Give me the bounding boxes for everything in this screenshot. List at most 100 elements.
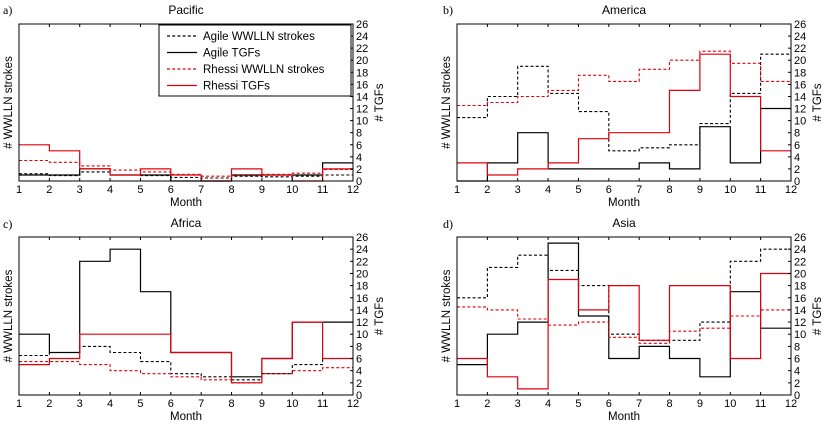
y2-tick-label: 16 — [356, 293, 368, 305]
y2-tick-label: 16 — [794, 293, 806, 305]
y2-tick-label: 24 — [356, 31, 368, 43]
y2-tick-label: 8 — [794, 128, 800, 140]
x-tick-label: 3 — [77, 398, 83, 410]
y2-tick-label: 14 — [356, 305, 368, 317]
legend-frame — [158, 24, 352, 97]
x-tick-label: 11 — [755, 398, 766, 410]
y2-tick-label: 10 — [794, 116, 806, 128]
y-axis-label-right: # TGFs — [812, 83, 824, 121]
y2-tick-label: 14 — [794, 305, 806, 317]
series-agile-tgfs — [19, 248, 353, 378]
y2-tick-label: 16 — [356, 79, 368, 91]
y2-tick-label: 0 — [356, 390, 362, 402]
y2-tick-label: 20 — [794, 55, 806, 67]
y2-tick-label: 24 — [356, 244, 368, 256]
x-tick-label: 10 — [724, 184, 736, 196]
y2-tick-label: 8 — [356, 341, 362, 353]
series-agile-tgfs — [19, 162, 353, 182]
panel-pacific: 1 2 3 4 5 6 7 8 9 10 11 1202468101214161820222426Pa… — [3, 3, 386, 209]
series-rhessi-tgfs — [457, 272, 791, 390]
y2-tick-label: 8 — [794, 341, 800, 353]
series-rhessi-tgfs — [457, 53, 791, 176]
x-tick-label: 7 — [636, 184, 642, 196]
x-tick-label: 1 — [454, 398, 460, 410]
x-axis-label: Month — [608, 411, 640, 423]
axes-frame — [18, 236, 354, 396]
y2-tick-label: 10 — [356, 329, 368, 341]
y2-tick-label: 18 — [356, 67, 368, 79]
y2-tick-label: 26 — [356, 232, 368, 244]
x-tick-label: 12 — [347, 398, 359, 410]
legend-label: Agile TGFs — [203, 48, 261, 60]
x-tick-label: 6 — [606, 184, 612, 196]
x-tick-label: 11 — [317, 184, 328, 196]
y2-tick-label: 6 — [794, 354, 800, 366]
y2-tick-label: 0 — [794, 176, 800, 188]
y2-tick-label: 6 — [356, 140, 362, 152]
x-tick-label: 4 — [107, 184, 113, 196]
x-tick-label: 5 — [575, 398, 581, 410]
x-tick-label: 12 — [785, 184, 797, 196]
x-tick-label: 1 — [16, 184, 22, 196]
x-tick-label: 2 — [484, 184, 490, 196]
x-axis-label: Month — [170, 411, 202, 423]
y2-tick-label: 10 — [794, 329, 806, 341]
x-tick-label: 10 — [286, 398, 298, 410]
y2-tick-label: 22 — [794, 43, 806, 55]
x-tick-label: 6 — [168, 398, 174, 410]
y2-tick-label: 20 — [794, 268, 806, 280]
x-tick-label: 5 — [137, 184, 143, 196]
y2-tick-label: 6 — [356, 354, 362, 366]
series-agile-wwlln-strokes — [457, 248, 791, 341]
x-tick-label: 2 — [46, 184, 52, 196]
panel-title: Africa — [171, 216, 202, 230]
x-tick-label: 11 — [317, 398, 328, 410]
axes-frame — [18, 23, 354, 182]
y2-tick-label: 4 — [356, 152, 362, 164]
x-tick-label: 12 — [347, 184, 359, 196]
y2-tick-label: 2 — [794, 378, 800, 390]
series-rhessi-wwlln-strokes — [457, 306, 791, 344]
y2-tick-label: 12 — [356, 104, 368, 116]
y2-tick-label: 22 — [356, 256, 368, 268]
series-rhessi-wwlln-strokes — [19, 361, 353, 384]
y2-tick-label: 8 — [356, 128, 362, 140]
x-tick-label: 8 — [666, 398, 672, 410]
y2-tick-label: 12 — [356, 317, 368, 329]
x-tick-label: 1 — [16, 398, 22, 410]
y2-tick-label: 24 — [794, 31, 806, 43]
y2-tick-label: 20 — [356, 55, 368, 67]
panel-africa: 1 2 3 4 5 6 7 8 9 10 11 1202468101214161820222426Af… — [3, 216, 386, 423]
y2-tick-label: 12 — [794, 317, 806, 329]
x-tick-label: 9 — [259, 398, 265, 410]
series-agile-wwlln-strokes — [19, 345, 353, 381]
y-axis-label-left: # WWLLN strokes — [441, 56, 453, 149]
y2-tick-label: 22 — [794, 256, 806, 268]
y-axis-label-right: # TGFs — [374, 83, 386, 121]
x-tick-label: 6 — [168, 184, 174, 196]
x-tick-label: 3 — [515, 398, 521, 410]
panel-title: Pacific — [168, 3, 203, 17]
x-tick-label: 5 — [575, 184, 581, 196]
legend-label: Rhessi WWLLN strokes — [203, 64, 325, 76]
x-tick-label: 2 — [46, 398, 52, 410]
series-rhessi-tgfs — [19, 321, 353, 384]
x-tick-label: 4 — [545, 184, 551, 196]
y2-tick-label: 26 — [794, 232, 806, 244]
y2-tick-label: 16 — [794, 79, 806, 91]
y2-tick-label: 12 — [794, 104, 806, 116]
x-tick-label: 8 — [666, 184, 672, 196]
y2-tick-label: 0 — [356, 176, 362, 188]
series-rhessi-wwlln-strokes — [457, 50, 791, 107]
y-axis-label-right: # TGFs — [812, 297, 824, 335]
y2-tick-label: 2 — [794, 164, 800, 176]
x-tick-label: 9 — [259, 184, 265, 196]
panel-america: 1 2 3 4 5 6 7 8 9 10 11 1202468101214161820222426Am… — [441, 3, 824, 209]
x-tick-label: 9 — [697, 398, 703, 410]
x-tick-label: 6 — [606, 398, 612, 410]
panel-asia: 1 2 3 4 5 6 7 8 9 10 11 1202468101214161820222426As… — [441, 216, 824, 423]
y2-tick-label: 18 — [794, 281, 806, 293]
y2-tick-label: 4 — [794, 152, 800, 164]
y2-tick-label: 26 — [794, 19, 806, 31]
